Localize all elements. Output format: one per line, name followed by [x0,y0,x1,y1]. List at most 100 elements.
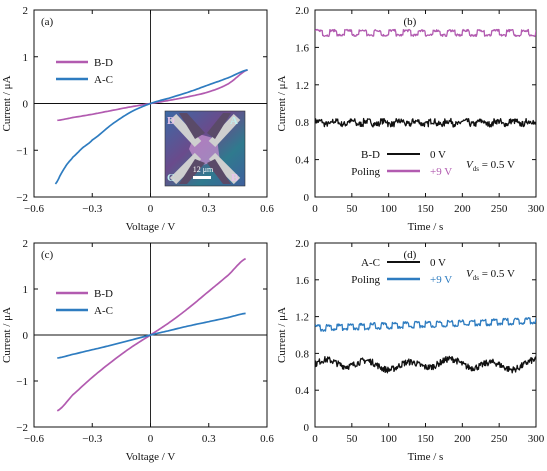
panel-label: (c) [41,249,54,261]
vds-subscript: ds [473,165,480,173]
y-tick-label: 1.2 [295,80,309,92]
legend-header: B-D [361,149,380,161]
x-tick-label: −0.6 [24,203,44,215]
y-tick-label: 0 [304,422,310,434]
y-tick-label: 1.2 [295,312,309,324]
y-tick-label: −1 [16,376,28,388]
panel-label: (d) [404,249,417,261]
scale-bar [193,176,211,179]
series-line [57,312,246,359]
y-tick-label: 1.6 [295,42,309,54]
chart-panel: 0 50 100 150 200 250 300 0 0.4 0.8 1.2 1.6 2.0 Time /… [276,5,545,233]
y-tick-label: 1.6 [295,275,309,287]
x-axis-label: Voltage / V [126,221,176,233]
x-tick-label: 250 [491,203,508,215]
legend-label: +9 V [430,166,452,178]
x-tick-label: 0 [148,433,154,445]
x-tick-label: 0 [312,203,318,215]
legend-row-label: Poling [351,166,380,178]
vds-symbol: V [466,159,474,171]
x-tick-label: 150 [417,433,434,445]
vds-symbol: V [466,268,474,280]
x-tick-label: 0.6 [260,433,274,445]
x-axis-label: Time / s [408,221,444,233]
x-tick-label: 300 [528,203,545,215]
legend-label: A-C [94,74,113,86]
series-line [315,317,536,332]
inset-label: B [231,172,239,184]
x-tick-label: 50 [346,203,358,215]
vds-value: = 0.5 V [479,268,515,280]
x-tick-label: 0 [312,433,318,445]
x-axis-label: Time / s [408,451,444,463]
y-tick-label: 0 [304,192,310,204]
x-tick-label: 0 [148,203,154,215]
y-tick-label: 0.8 [295,348,309,360]
x-axis-label: Voltage / V [126,451,176,463]
y-axis-label: Current / μA [276,75,288,131]
x-tick-label: 100 [380,433,397,445]
x-tick-label: 100 [380,203,397,215]
x-tick-label: 0.3 [202,203,216,215]
series-line [315,117,536,128]
vds-value: = 0.5 V [479,159,515,171]
y-tick-label: 0 [23,330,29,342]
y-tick-label: −2 [16,192,28,204]
x-tick-label: −0.6 [24,433,44,445]
y-tick-label: 0 [23,99,29,111]
y-tick-label: 2.0 [295,5,309,17]
series-line [54,68,248,185]
x-tick-label: −0.3 [82,433,102,445]
y-tick-label: 2 [23,5,29,17]
electrode-c [169,152,202,185]
inset-label: A [230,115,238,127]
vds-subscript: ds [473,274,480,282]
legend-label: B-D [94,57,113,69]
y-tick-label: 0.8 [295,117,309,129]
x-tick-label: 200 [454,433,471,445]
scale-bar-label: 12 μm [193,165,214,174]
y-tick-label: −2 [16,422,28,434]
electrode-d [169,113,202,148]
series-line [315,355,536,374]
chart-panel: −0.6 −0.3 0 0.3 0.6 −2 −1 0 1 2 Voltage / V Current… [1,238,274,463]
y-tick-label: 1 [23,284,29,296]
electrode-b [208,152,241,185]
x-tick-label: 50 [346,433,358,445]
y-tick-label: 1 [23,52,29,64]
y-tick-label: 2.0 [295,238,309,250]
legend-row-label: Poling [351,274,380,286]
x-tick-label: 0.6 [260,203,274,215]
legend-label: 0 V [430,149,446,161]
inset-label: D [167,115,175,127]
y-axis-label: Current / μA [1,75,13,131]
y-tick-label: 2 [23,238,29,250]
electrode-b-core [207,159,231,184]
series-line [315,28,536,38]
panel-label: (a) [41,16,54,28]
vds-annotation: Vds = 0.5 V [466,268,515,282]
panel-label: (b) [404,16,417,28]
legend-label: B-D [94,288,113,300]
x-tick-label: −0.3 [82,203,102,215]
y-axis-label: Current / μA [1,307,13,363]
inset-micrograph: D A C B 12 μm [164,110,246,187]
x-tick-label: 150 [417,203,434,215]
chart-panel: −0.6 −0.3 0 0.3 0.6 −2 −1 0 1 2 Voltage / V Current… [1,5,274,233]
legend-label: +9 V [430,274,452,286]
y-tick-label: −1 [16,145,28,157]
y-axis-label: Current / μA [276,307,288,363]
x-tick-label: 0.3 [202,433,216,445]
vds-annotation: Vds = 0.5 V [466,159,515,173]
electrode-a [208,113,241,148]
electrode-a-core [207,113,231,139]
electrode-d-core [179,113,205,139]
x-tick-label: 250 [491,433,508,445]
legend-label: 0 V [430,257,446,269]
x-tick-label: 300 [528,433,545,445]
chart-panel: 0 50 100 150 200 250 300 0 0.4 0.8 1.2 1.6 2.0 Time /… [276,238,545,463]
electrode-c-core [179,159,205,184]
legend-label: A-C [94,305,113,317]
x-tick-label: 200 [454,203,471,215]
